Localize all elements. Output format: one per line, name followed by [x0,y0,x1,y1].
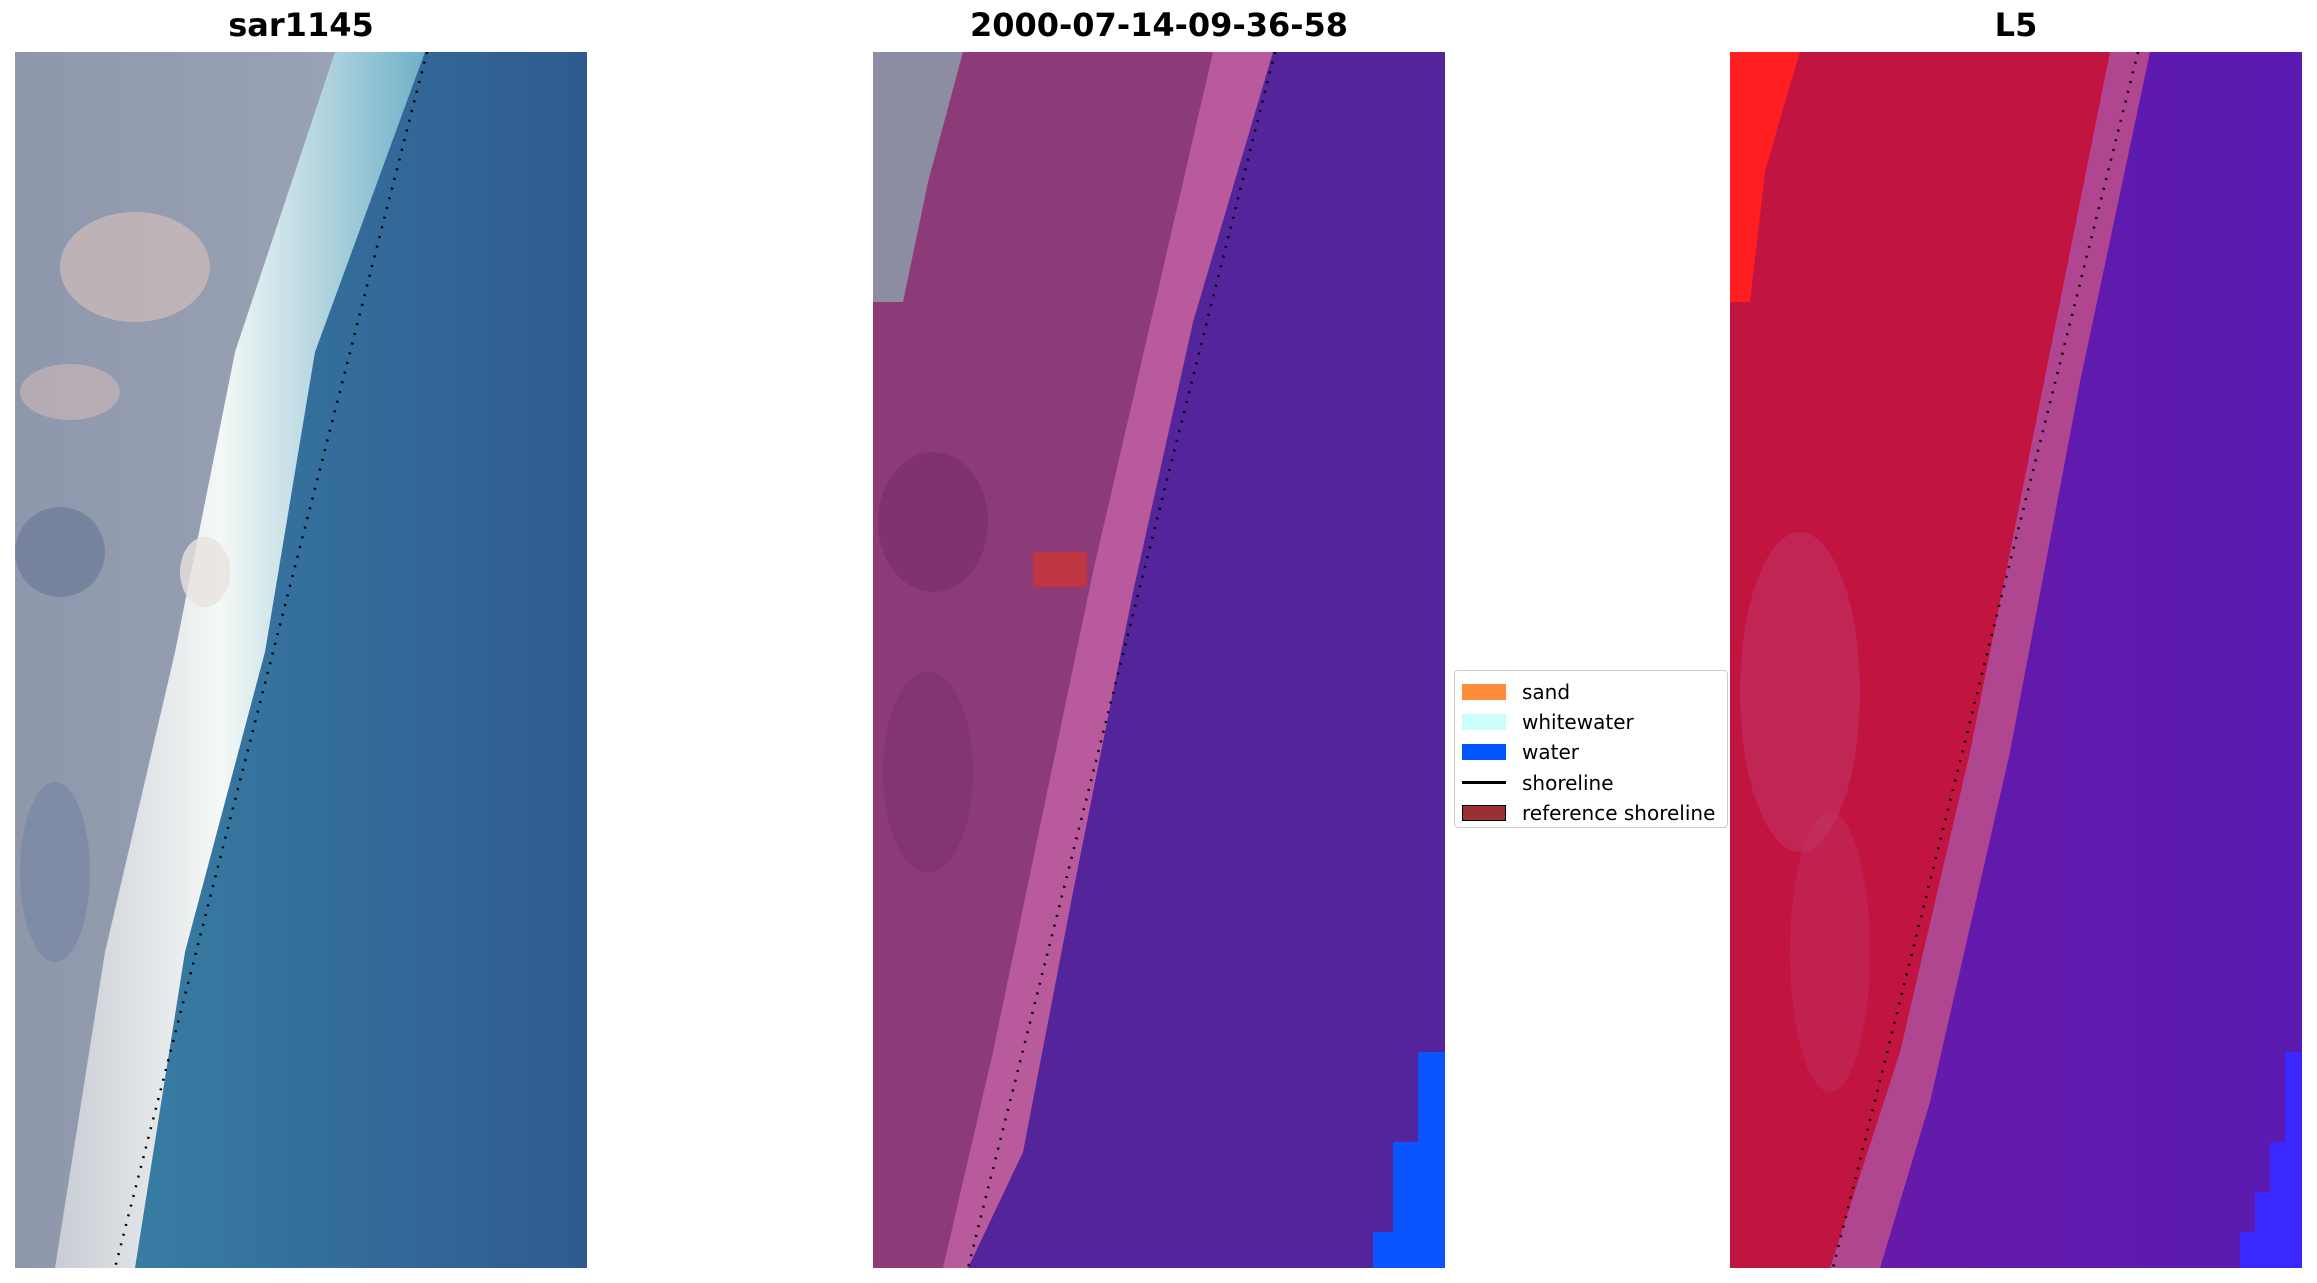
legend: sand whitewater water shoreline referenc… [1454,670,1728,828]
panel-title-rgb: sar1145 [228,6,374,44]
legend-label: sand [1522,680,1571,705]
legend-label: water [1522,740,1579,765]
rgb-satellite-image [15,52,587,1268]
index-image [1730,52,2302,1268]
whitewater-swatch [1462,714,1506,731]
legend-item-sand: sand [1455,677,1727,707]
legend-item-reference-shoreline: reference shoreline [1455,798,1727,828]
legend-item-water: water [1455,737,1727,767]
sand-swatch [1462,684,1506,701]
legend-item-whitewater: whitewater [1455,707,1727,737]
water-swatch [1462,744,1506,761]
legend-item-shoreline: shoreline [1455,768,1727,798]
reference-shoreline-swatch [1462,804,1506,821]
legend-label: reference shoreline [1522,800,1716,825]
panel-title-classified: 2000-07-14-09-36-58 [969,6,1349,44]
classified-image [873,52,1445,1268]
legend-label: shoreline [1522,770,1614,795]
legend-label: whitewater [1522,710,1634,735]
shoreline-line-swatch [1462,781,1506,785]
panel-title-index: L5 [1994,6,2038,44]
